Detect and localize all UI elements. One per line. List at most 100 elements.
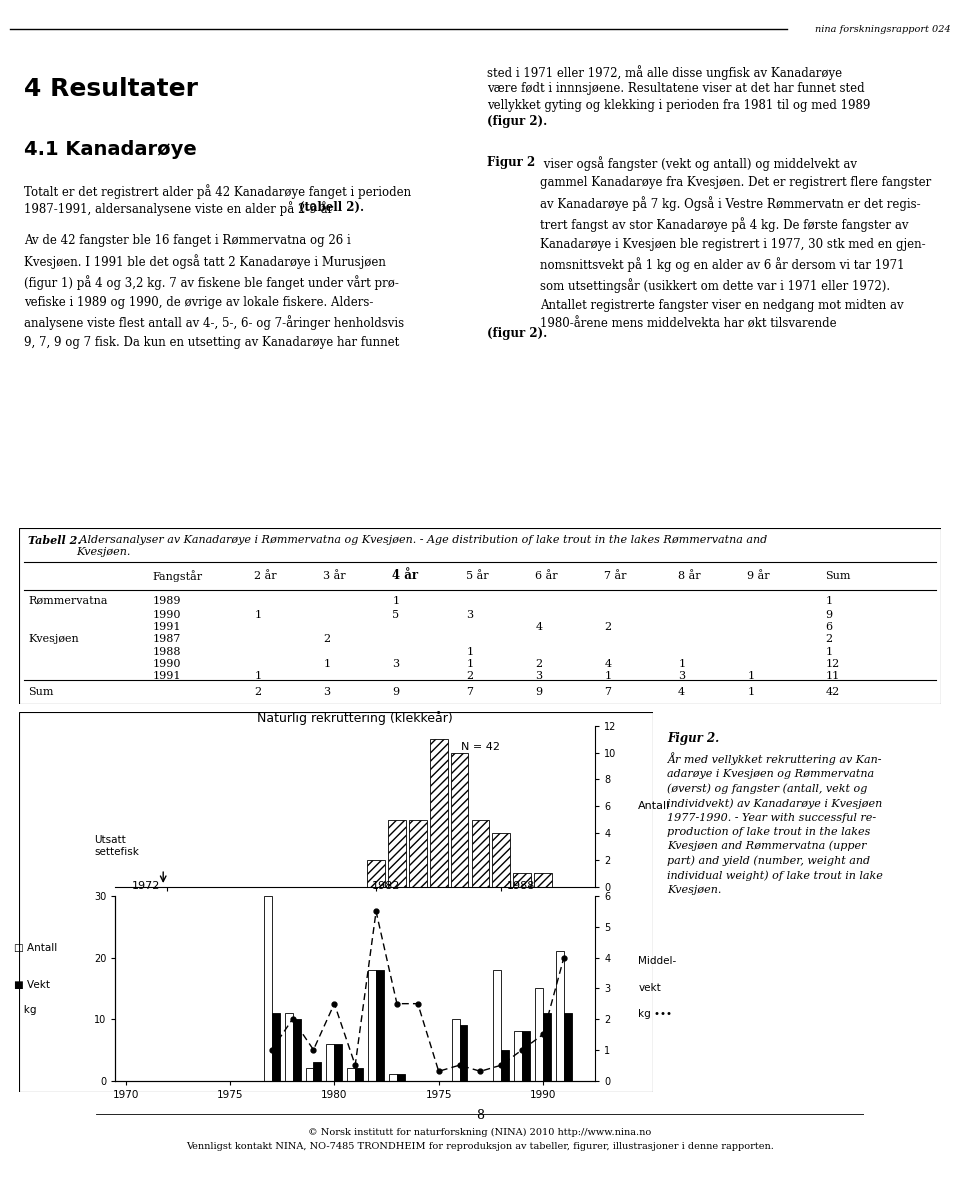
Text: 4: 4	[536, 622, 542, 632]
Text: nina forskningsrapport 024: nina forskningsrapport 024	[815, 25, 950, 33]
Text: 1: 1	[826, 595, 832, 606]
Text: Figur 2: Figur 2	[487, 156, 535, 169]
Bar	[305, 1069, 314, 1081]
Text: Vennligst kontakt NINA, NO-7485 TRONDHEIM for reproduksjon av tabeller, figurer,: Vennligst kontakt NINA, NO-7485 TRONDHEI…	[186, 1142, 774, 1152]
Text: viser også fangster (vekt og antall) og middelvekt av
gammel Kanadarøye fra Kves: viser også fangster (vekt og antall) og …	[540, 156, 932, 331]
Bar	[564, 1013, 572, 1081]
Text: Tabell 2.: Tabell 2.	[29, 536, 82, 546]
Text: 1: 1	[605, 671, 612, 682]
Text: 1: 1	[747, 671, 755, 682]
Bar	[368, 970, 376, 1081]
Text: 8: 8	[476, 1109, 484, 1122]
Text: □ Antall: □ Antall	[14, 942, 58, 953]
Text: © Norsk institutt for naturforskning (NINA) 2010 http://www.nina.no: © Norsk institutt for naturforskning (NI…	[308, 1128, 652, 1138]
Text: 2: 2	[324, 634, 330, 644]
Bar	[493, 970, 501, 1081]
Text: 2: 2	[605, 622, 612, 632]
Bar	[430, 739, 447, 887]
Text: Utsatt
settefisk: Utsatt settefisk	[94, 835, 139, 857]
Bar	[396, 1075, 405, 1081]
Text: Middel-: Middel-	[638, 956, 677, 965]
Text: 1: 1	[324, 659, 330, 669]
Bar	[514, 873, 531, 887]
Bar	[515, 1032, 522, 1081]
Text: (figur 2).: (figur 2).	[487, 115, 547, 129]
Bar	[543, 1013, 551, 1081]
Bar	[556, 952, 564, 1081]
Text: Rømmervatna: Rømmervatna	[29, 595, 108, 606]
Text: 1988: 1988	[507, 881, 535, 890]
Bar	[450, 752, 468, 887]
Bar	[501, 1050, 509, 1081]
Bar	[471, 820, 490, 887]
Text: 3: 3	[393, 659, 399, 669]
Bar	[285, 1013, 293, 1081]
Text: 1: 1	[826, 646, 832, 657]
Bar	[451, 1019, 460, 1081]
Text: År med vellykket rekruttering av Kan-
adarøye i Kvesjøen og Rømmervatna
(øverst): År med vellykket rekruttering av Kan- ad…	[667, 752, 883, 895]
Text: 5 år: 5 år	[467, 571, 489, 581]
Text: 1: 1	[393, 595, 399, 606]
Text: (figur 2).: (figur 2).	[487, 327, 547, 340]
Bar	[314, 1061, 322, 1081]
Bar	[348, 1069, 355, 1081]
Text: 42: 42	[826, 687, 840, 697]
Text: 7: 7	[605, 687, 612, 697]
Bar	[388, 820, 406, 887]
Text: Av de 42 fangster ble 16 fanget i Rømmervatna og 26 i
Kvesjøen. I 1991 ble det o: Av de 42 fangster ble 16 fanget i Rømmer…	[24, 234, 404, 349]
Text: ■ Vekt: ■ Vekt	[14, 979, 50, 990]
Text: sted i 1971 eller 1972, må alle disse ungfisk av Kanadarøye: sted i 1971 eller 1972, må alle disse un…	[487, 65, 842, 81]
Text: 3: 3	[678, 671, 685, 682]
Text: 3: 3	[536, 671, 542, 682]
Text: 8 år: 8 år	[678, 571, 701, 581]
Text: 1988: 1988	[153, 646, 181, 657]
Text: 9: 9	[826, 609, 832, 620]
Text: 1972: 1972	[132, 881, 160, 890]
Text: 1: 1	[678, 659, 685, 669]
Bar	[293, 1019, 300, 1081]
Text: være født i innnsjøene. Resultatene viser at det har funnet sted: være født i innnsjøene. Resultatene vise…	[487, 82, 864, 95]
Text: (tabell 2).: (tabell 2).	[299, 201, 364, 214]
Text: 1989: 1989	[153, 595, 181, 606]
Text: 4: 4	[678, 687, 685, 697]
Text: 1990: 1990	[153, 659, 181, 669]
Bar	[522, 1032, 530, 1081]
Text: Kvesjøen: Kvesjøen	[29, 634, 79, 644]
Title: Naturlig rekruttering (klekkeår): Naturlig rekruttering (klekkeår)	[257, 710, 453, 725]
Text: 1991: 1991	[153, 671, 181, 682]
Bar	[535, 988, 543, 1081]
Text: Sum: Sum	[29, 687, 54, 697]
Text: 1: 1	[747, 687, 755, 697]
Text: 3 år: 3 år	[324, 571, 346, 581]
Text: N = 42: N = 42	[461, 743, 500, 752]
Text: 4 år: 4 år	[393, 569, 419, 582]
Text: 2: 2	[467, 671, 473, 682]
Text: 6 år: 6 år	[536, 571, 558, 581]
Text: 1: 1	[467, 646, 473, 657]
Text: 7: 7	[467, 687, 473, 697]
Bar	[534, 873, 552, 887]
Text: Totalt er det registrert alder på 42 Kanadarøye fanget i perioden: Totalt er det registrert alder på 42 Kan…	[24, 184, 411, 199]
Bar	[376, 970, 384, 1081]
Bar	[460, 1025, 468, 1081]
Text: kg •••: kg •••	[638, 1009, 672, 1019]
Bar	[389, 1075, 396, 1081]
Text: Figur 2.: Figur 2.	[667, 732, 719, 745]
Text: vellykket gyting og klekking i perioden fra 1981 til og med 1989: vellykket gyting og klekking i perioden …	[487, 99, 870, 112]
Text: 3: 3	[324, 687, 330, 697]
Bar	[272, 1013, 279, 1081]
Text: Sum: Sum	[826, 571, 852, 581]
Text: 4.1 Kanadarøye: 4.1 Kanadarøye	[24, 140, 197, 159]
Text: 9: 9	[536, 687, 542, 697]
Text: 1: 1	[467, 659, 473, 669]
Text: 3: 3	[467, 609, 473, 620]
Text: 5: 5	[393, 609, 399, 620]
Text: 1990: 1990	[153, 609, 181, 620]
Text: 1987-1991, aldersanalysene viste en alder på 2-9 år: 1987-1991, aldersanalysene viste en alde…	[24, 201, 337, 217]
Text: 12: 12	[826, 659, 840, 669]
Text: 4 Resultater: 4 Resultater	[24, 77, 198, 101]
Text: vekt: vekt	[638, 983, 661, 994]
Text: 2: 2	[254, 687, 261, 697]
Bar	[334, 1044, 343, 1081]
Text: 2 år: 2 år	[254, 571, 276, 581]
